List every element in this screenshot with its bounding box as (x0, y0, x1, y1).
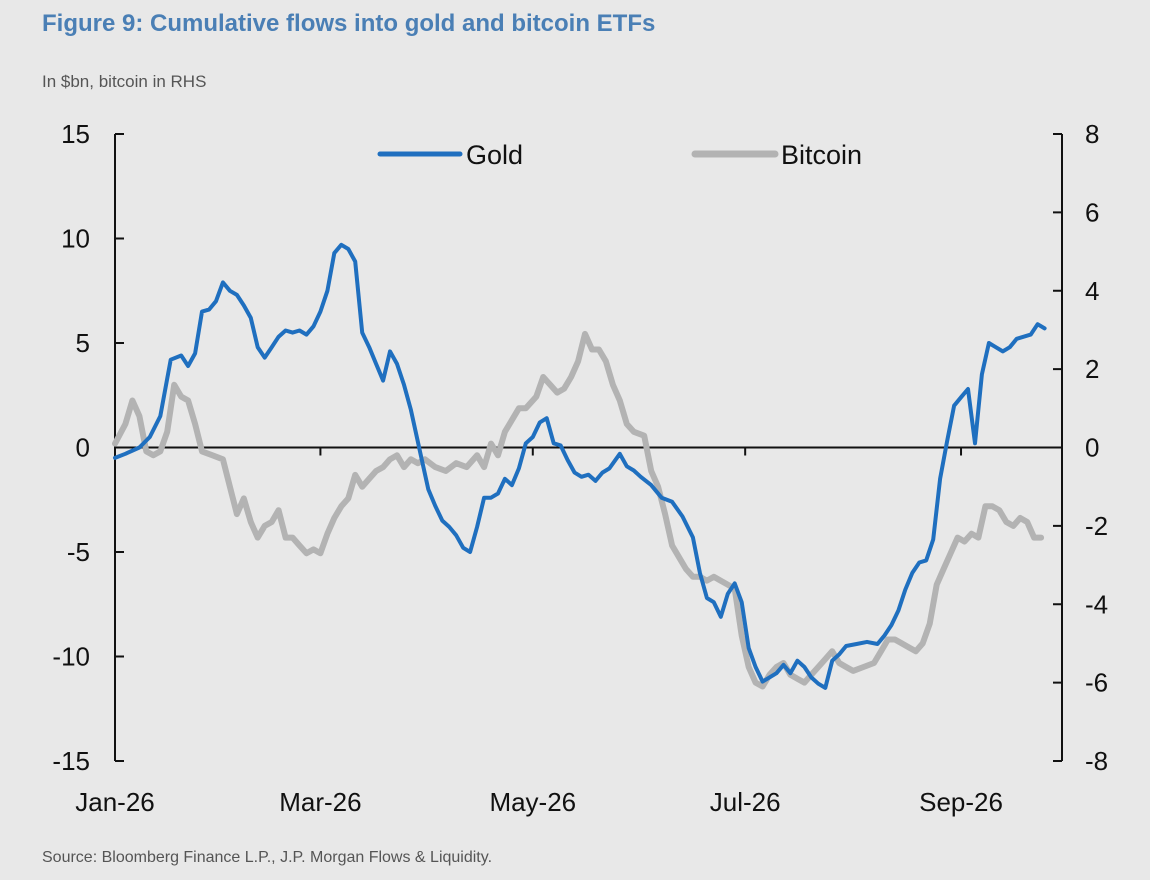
right-y-tick-label: -2 (1085, 511, 1108, 541)
left-y-tick-label: 0 (76, 433, 90, 463)
left-y-tick-label: -5 (67, 537, 90, 567)
x-tick-label: Sep-26 (919, 787, 1003, 817)
chart-axes: 15 10 5 0 -5 -10 -15 8 6 4 2 0 -2 -4 -6 -8 Jan-26 Mar-26 M… (52, 119, 1108, 817)
x-tick-label: Jan-26 (75, 787, 155, 817)
right-y-tick-label: 8 (1085, 119, 1099, 149)
figure-title: Figure 9: Cumulative flows into gold and… (42, 10, 656, 37)
right-y-tick-label: 0 (1085, 433, 1099, 463)
legend-label-bitcoin: Bitcoin (781, 140, 862, 170)
right-y-tick-label: -4 (1085, 589, 1108, 619)
right-y-tick-label: -8 (1085, 746, 1108, 776)
x-tick-label: May-26 (489, 787, 576, 817)
left-y-tick-label: 15 (61, 119, 90, 149)
source-note: Source: Bloomberg Finance L.P., J.P. Mor… (42, 849, 493, 866)
figure-subtitle: In $bn, bitcoin in RHS (42, 72, 207, 91)
right-y-tick-label: 6 (1085, 197, 1099, 227)
series-line-bitcoin (112, 330, 1045, 690)
left-y-tick-label: 5 (76, 328, 90, 358)
x-tick-label: Jul-26 (710, 787, 781, 817)
legend-label-gold: Gold (466, 140, 523, 170)
left-y-tick-label: -10 (52, 642, 90, 672)
x-tick-label: Mar-26 (279, 787, 361, 817)
chart-legend: Gold Bitcoin (377, 140, 862, 170)
right-y-tick-label: -6 (1085, 668, 1108, 698)
right-y-tick-label: 4 (1085, 276, 1099, 306)
left-y-tick-label: 10 (61, 224, 90, 254)
right-y-tick-label: 2 (1085, 354, 1099, 384)
series-line-gold (113, 242, 1047, 690)
series-layer (112, 242, 1047, 690)
left-y-tick-label: -15 (52, 746, 90, 776)
